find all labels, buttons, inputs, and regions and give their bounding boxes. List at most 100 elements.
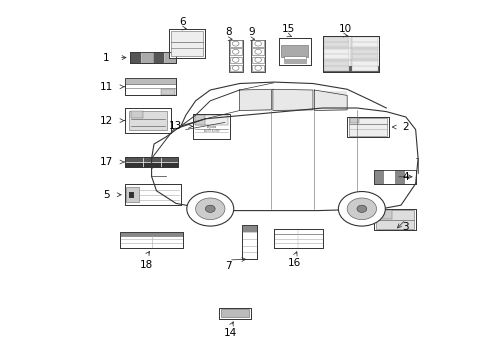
Text: 15: 15 (281, 24, 295, 34)
Text: 2: 2 (402, 122, 408, 132)
Bar (171, 31, 203, 56)
Bar (242, 225, 256, 259)
Bar (124, 157, 178, 167)
Text: 17: 17 (100, 157, 113, 167)
Bar (322, 36, 378, 72)
Bar (376, 210, 391, 219)
Circle shape (232, 57, 239, 62)
Bar (252, 49, 264, 55)
Circle shape (346, 198, 376, 220)
Bar (384, 170, 394, 184)
Text: 5: 5 (103, 190, 110, 200)
Bar (375, 210, 413, 229)
Bar (160, 89, 175, 95)
Bar (346, 117, 388, 137)
Bar (229, 49, 241, 55)
Bar (351, 61, 377, 71)
Bar (141, 52, 153, 63)
Text: 10: 10 (338, 24, 351, 34)
Bar (314, 91, 346, 111)
Bar (221, 309, 248, 317)
Bar (219, 308, 250, 319)
Bar (124, 184, 181, 205)
Bar (229, 65, 241, 71)
Bar (129, 52, 141, 63)
Text: 18: 18 (140, 260, 153, 270)
Bar (373, 170, 384, 184)
Circle shape (195, 198, 224, 220)
Text: 13: 13 (168, 121, 182, 131)
Bar (194, 115, 228, 125)
Bar (124, 78, 176, 95)
Bar (322, 66, 378, 72)
Bar (405, 170, 415, 184)
Bar (128, 192, 134, 198)
Bar (242, 225, 256, 259)
Bar (278, 38, 310, 65)
Text: 1: 1 (103, 53, 110, 63)
Bar (194, 115, 204, 125)
Bar (126, 188, 138, 202)
Bar (349, 118, 359, 123)
Bar (120, 232, 183, 236)
Bar (120, 232, 183, 248)
Bar (129, 52, 176, 63)
Text: 12: 12 (100, 116, 113, 126)
Bar (120, 232, 183, 248)
Circle shape (232, 41, 239, 46)
Bar (124, 78, 176, 84)
Bar (193, 114, 229, 139)
Bar (219, 308, 250, 319)
Text: AUTO & ENV: AUTO & ENV (203, 129, 219, 133)
Bar (351, 37, 377, 47)
Bar (324, 49, 348, 59)
Bar (373, 170, 415, 184)
Text: 6: 6 (179, 17, 185, 27)
Text: 9: 9 (247, 27, 254, 37)
Circle shape (254, 41, 261, 46)
Bar (348, 118, 386, 136)
Text: Toyota: Toyota (206, 125, 216, 129)
Circle shape (254, 49, 261, 54)
Circle shape (254, 66, 261, 71)
Bar (252, 65, 264, 71)
Bar (351, 49, 377, 59)
Bar (124, 78, 176, 95)
Text: 14: 14 (224, 328, 237, 338)
Bar (251, 40, 264, 72)
Bar (124, 184, 181, 205)
Bar (394, 170, 405, 184)
Bar (228, 40, 242, 72)
Circle shape (232, 49, 239, 54)
Bar (272, 90, 312, 111)
Bar (373, 209, 415, 230)
Text: 7: 7 (225, 261, 232, 271)
Bar (322, 36, 378, 72)
Bar (373, 170, 415, 184)
Text: 4: 4 (402, 172, 408, 182)
Bar (239, 90, 271, 111)
Bar (373, 209, 415, 230)
Bar (283, 56, 305, 63)
Bar (152, 52, 164, 63)
Bar (129, 52, 176, 63)
Circle shape (254, 57, 261, 62)
Bar (168, 29, 205, 58)
Text: 3: 3 (402, 222, 408, 232)
Bar (124, 108, 171, 133)
Bar (252, 57, 264, 63)
Bar (346, 117, 388, 137)
Circle shape (186, 192, 233, 226)
Text: 11: 11 (100, 82, 113, 92)
Bar (124, 108, 171, 133)
Bar (128, 111, 167, 130)
Bar (124, 162, 178, 167)
Bar (168, 29, 205, 58)
Bar (252, 40, 264, 47)
Bar (273, 229, 322, 248)
Text: 16: 16 (287, 258, 301, 268)
Bar (273, 229, 322, 248)
Bar (283, 59, 305, 63)
Bar (130, 111, 142, 118)
Bar (278, 38, 310, 65)
